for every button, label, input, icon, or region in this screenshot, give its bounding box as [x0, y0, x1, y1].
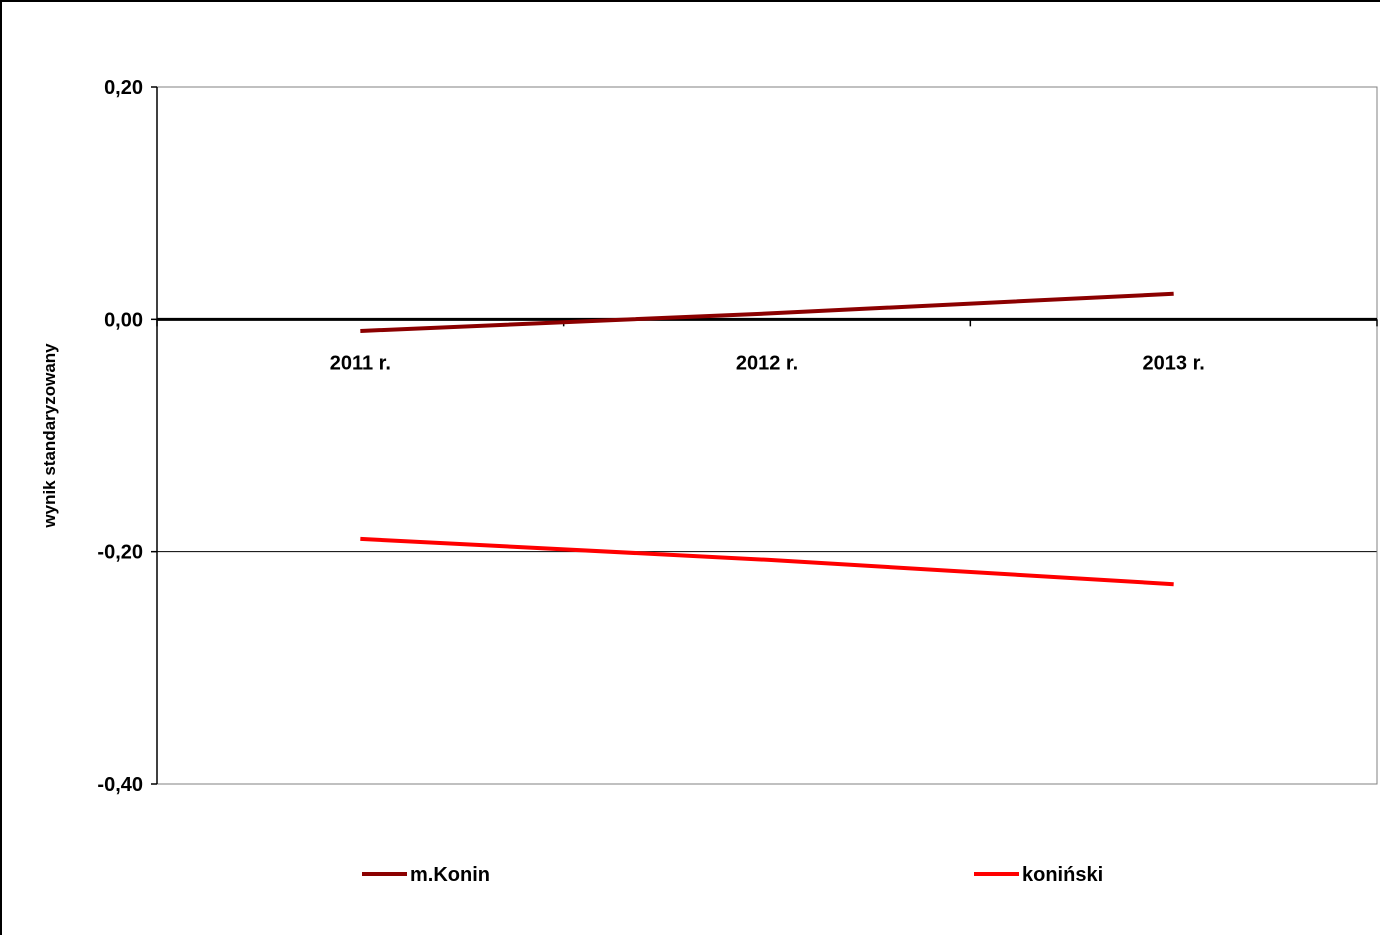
- x-tick-label: 2012 r.: [736, 352, 798, 374]
- series-line-koniński: [360, 536, 1174, 587]
- series-lines: [360, 291, 1174, 587]
- legend-label: m.Konin: [410, 864, 490, 886]
- axes: 0,20 0,00 -0,20 -0,40 2011 r. 2012 r. 2013 r.: [97, 77, 1378, 796]
- legend-label: koniński: [1022, 864, 1103, 886]
- x-tick-label: 2013 r.: [1143, 352, 1205, 374]
- y-tick-label: 0,00: [104, 309, 143, 331]
- y-tick-label: -0,20: [97, 542, 143, 564]
- y-tick-label: -0,40: [97, 774, 143, 796]
- plot-area: [156, 86, 1378, 785]
- y-axis-title: wynik standaryzowany: [40, 343, 59, 529]
- x-tick-label: 2011 r.: [330, 352, 391, 374]
- y-tick-label: 0,20: [104, 77, 143, 99]
- legend: m.Konin koniński: [362, 864, 1103, 886]
- gridlines: [157, 86, 1377, 785]
- series-line-m.Konin: [360, 291, 1174, 333]
